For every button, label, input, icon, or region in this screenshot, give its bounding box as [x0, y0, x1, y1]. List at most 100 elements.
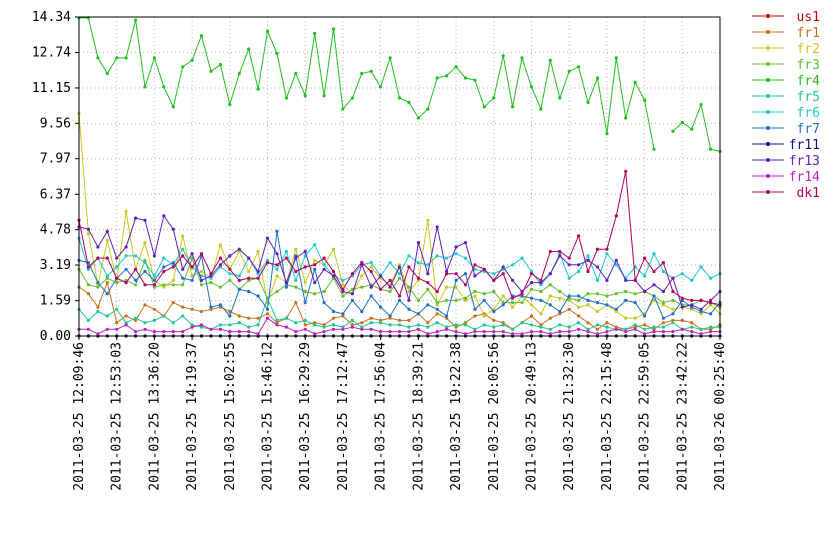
- data-point-fr6: [284, 249, 288, 254]
- data-point-fr2: [416, 278, 420, 282]
- x-tick-label: 2011-03-25 15:46:12: [261, 342, 276, 491]
- data-point-fr3: [671, 298, 675, 302]
- data-point-fr13: [115, 256, 119, 260]
- data-point-fr1: [558, 312, 562, 316]
- data-point-fr14: [350, 325, 354, 329]
- y-tick-label: 3.19: [40, 258, 71, 273]
- data-point-fr14: [388, 330, 392, 334]
- data-point-fr3: [247, 278, 251, 282]
- data-point-fr6: [143, 261, 147, 265]
- data-point-fr1: [341, 314, 345, 318]
- series-fr2: [77, 111, 722, 320]
- data-point-fr2: [652, 298, 656, 302]
- data-point-fr4: [605, 132, 609, 136]
- data-point-dk1: [586, 269, 590, 274]
- data-point-fr6: [680, 272, 684, 276]
- data-point-fr5: [171, 321, 175, 325]
- data-point-fr3: [407, 285, 411, 289]
- data-point-fr5: [331, 323, 336, 327]
- data-point-fr6: [539, 283, 543, 287]
- data-point-fr5: [699, 327, 703, 331]
- data-point-fr14: [360, 327, 364, 331]
- data-point-fr4: [397, 96, 402, 100]
- data-point-fr5: [595, 323, 600, 327]
- data-point-fr1: [671, 318, 675, 322]
- data-point-fr1: [586, 321, 590, 325]
- legend-item-fr11: fr11: [752, 138, 820, 153]
- y-tick-label: 1.59: [40, 294, 71, 309]
- data-point-fr4: [313, 31, 317, 36]
- data-point-fr13: [397, 265, 402, 269]
- data-point-dk1: [190, 265, 194, 269]
- data-point-fr13: [454, 245, 458, 249]
- data-point-fr3: [605, 294, 609, 298]
- data-point-fr5: [143, 321, 147, 325]
- data-point-fr13: [388, 285, 392, 289]
- data-point-fr3: [539, 289, 543, 294]
- data-point-fr7: [143, 269, 147, 274]
- data-point-fr7: [341, 312, 345, 316]
- data-point-dk1: [199, 252, 204, 256]
- data-point-fr7: [416, 312, 420, 316]
- data-point-fr14: [275, 323, 279, 327]
- data-point-fr6: [661, 269, 666, 274]
- series-lines: [77, 16, 722, 338]
- data-point-fr14: [143, 327, 147, 331]
- data-point-fr5: [360, 325, 364, 329]
- data-point-fr6: [463, 256, 468, 260]
- legend-item-fr5: fr5: [752, 90, 820, 105]
- legend-label: fr3: [797, 58, 820, 73]
- data-point-fr3: [633, 292, 637, 296]
- data-point-fr1: [379, 318, 383, 322]
- data-point-fr1: [256, 316, 260, 320]
- data-point-fr14: [643, 332, 647, 336]
- data-point-fr2: [445, 285, 449, 289]
- data-point-fr5: [218, 323, 222, 327]
- data-point-fr6: [86, 267, 90, 271]
- data-point-fr14: [124, 323, 128, 327]
- data-point-fr1: [445, 316, 449, 320]
- data-point-fr14: [520, 332, 524, 336]
- data-point-fr6: [152, 274, 156, 278]
- data-point-fr2: [614, 309, 618, 314]
- data-point-fr6: [341, 278, 345, 282]
- data-point-fr6: [605, 252, 609, 256]
- data-point-fr7: [699, 309, 703, 314]
- data-point-fr7: [454, 278, 458, 282]
- data-point-fr1: [473, 314, 477, 318]
- data-point-fr6: [237, 274, 241, 278]
- data-point-fr7: [397, 298, 402, 302]
- legend-label: fr6: [797, 106, 820, 121]
- data-point-dk1: [397, 294, 402, 298]
- data-point-fr4: [303, 94, 307, 98]
- data-point-fr5: [86, 318, 90, 322]
- legend-label: fr1: [797, 26, 820, 41]
- data-point-dk1: [360, 261, 364, 265]
- data-point-fr6: [586, 254, 590, 258]
- data-point-fr14: [463, 332, 468, 336]
- data-point-fr13: [143, 218, 147, 222]
- data-point-fr4: [379, 85, 383, 89]
- data-point-fr4: [143, 85, 147, 89]
- data-point-fr6: [445, 256, 449, 260]
- data-point-fr14: [709, 330, 713, 334]
- data-point-fr4: [501, 54, 505, 58]
- data-point-fr1: [303, 323, 307, 327]
- data-point-fr4: [492, 96, 496, 100]
- data-point-fr5: [510, 327, 515, 331]
- data-point-fr7: [322, 301, 326, 305]
- data-point-fr14: [595, 332, 600, 336]
- y-tick-label: 9.56: [40, 116, 71, 131]
- data-point-fr7: [313, 267, 317, 271]
- data-point-fr13: [313, 281, 317, 285]
- data-point-fr5: [445, 325, 449, 329]
- data-point-fr4: [671, 129, 675, 133]
- data-point-fr6: [643, 274, 647, 278]
- data-point-fr6: [529, 269, 534, 274]
- data-point-fr3: [86, 283, 90, 287]
- data-point-fr6: [134, 254, 138, 258]
- data-point-fr3: [294, 285, 298, 289]
- data-point-fr4: [510, 105, 515, 109]
- data-point-fr5: [529, 323, 534, 327]
- data-point-fr2: [190, 274, 194, 278]
